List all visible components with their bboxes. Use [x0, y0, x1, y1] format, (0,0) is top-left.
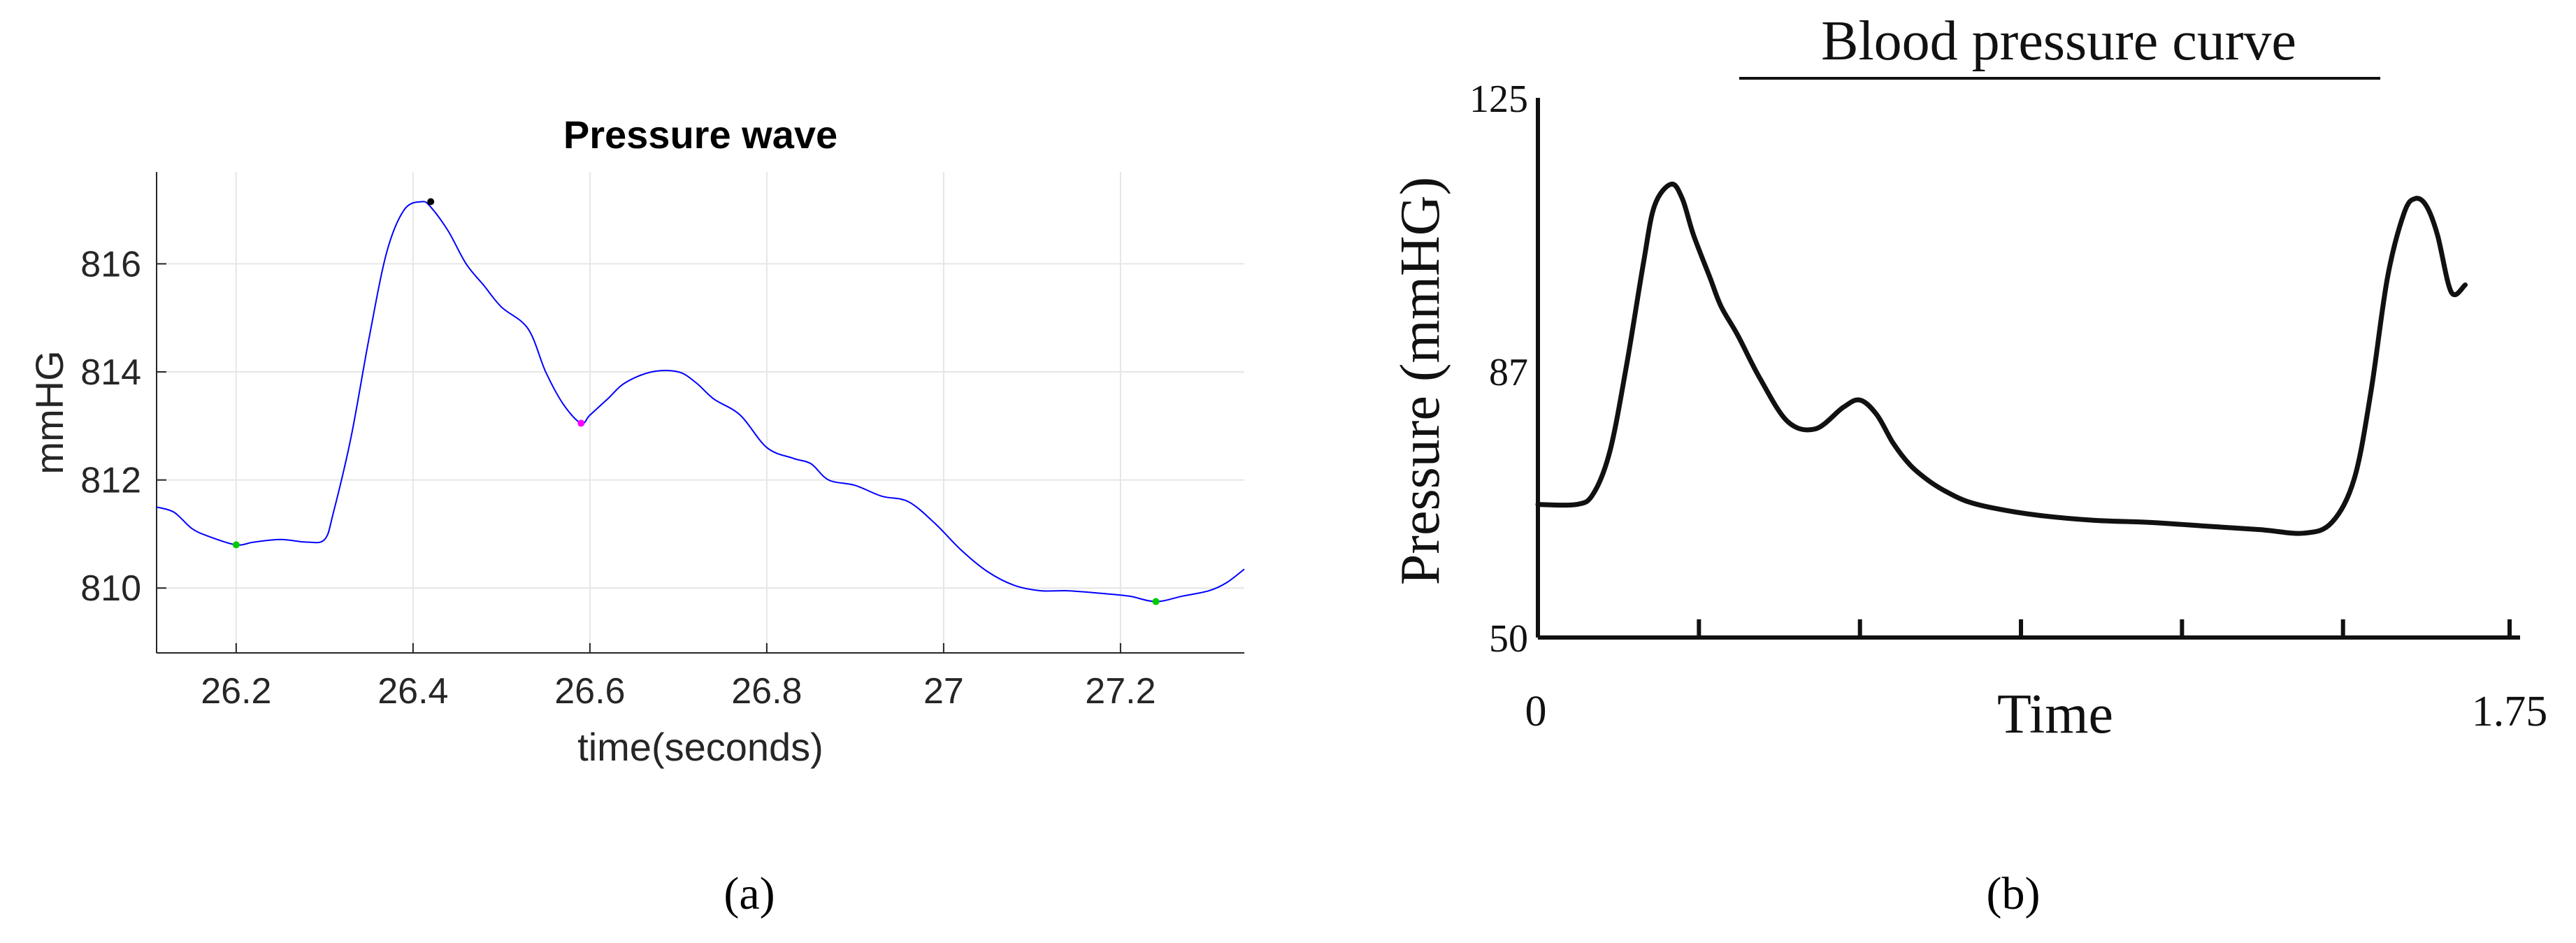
panel-b-x-axis-label: Time	[1997, 684, 2113, 745]
panel-a-x-tick-label: 26.2	[201, 671, 271, 712]
caption-a: (a)	[724, 868, 775, 919]
panel-b-y-tick-labels: 50 87 125	[1469, 78, 1528, 661]
panel-a-y-tick-label: 812	[80, 461, 141, 501]
panel-a-y-tick-label: 814	[80, 352, 141, 393]
panel-b-title: Blood pressure curve	[1821, 10, 2296, 72]
panel-a-y-tick-label: 816	[80, 244, 141, 285]
panel-a-series-line	[156, 201, 1245, 603]
panel-a-pressure-wave-chart: 26.2 26.4 26.6 26.8 27 27.2 810 812 814 816 Pres…	[27, 113, 1245, 769]
panel-b-blood-pressure-chart: Blood pressure curve 50 87 125 0 1.75 Time…	[1390, 10, 2547, 745]
panel-b-y-tick-label: 125	[1469, 78, 1528, 121]
panel-a-y-tick-label: 810	[80, 568, 141, 609]
panel-a-x-tick-label: 26.6	[554, 671, 625, 712]
caption-b: (b)	[1987, 868, 2041, 919]
panel-b-series-line	[1535, 181, 2468, 536]
panel-b-x-tick-label-start: 0	[1525, 688, 1547, 735]
panel-b-minor-x-ticks	[1697, 619, 2512, 638]
panel-a-x-tick-label: 27.2	[1085, 671, 1156, 712]
panel-a-marker-point	[577, 419, 585, 427]
panel-a-plot-background	[157, 172, 1244, 653]
panel-a-title: Pressure wave	[563, 113, 837, 157]
panel-a-x-tick-label: 26.4	[377, 671, 448, 712]
panel-b-y-axis-label: Pressure (mmHG)	[1390, 177, 1451, 585]
panel-a-markers	[232, 198, 1160, 605]
panel-b-y-tick-label: 87	[1489, 351, 1528, 394]
panel-a-x-tick-label: 26.8	[731, 671, 802, 712]
panel-a-x-tick-label: 27	[923, 671, 964, 712]
panel-a-marker-point	[427, 198, 435, 206]
panel-a-x-axis-label: time(seconds)	[577, 725, 823, 769]
panel-a-grid	[157, 172, 1244, 653]
panel-a-marker-point	[232, 541, 240, 549]
panel-a-axes	[156, 172, 1244, 654]
panel-b-y-tick-label: 50	[1489, 617, 1528, 661]
panel-a-marker-point	[1152, 598, 1160, 605]
panel-b-x-tick-label-end: 1.75	[2472, 688, 2548, 735]
panel-a-x-ticks: 26.2 26.4 26.6 26.8 27 27.2	[201, 643, 1156, 712]
panel-a-y-axis-label: mmHG	[27, 350, 71, 474]
panel-a-y-ticks: 810 812 814 816	[80, 244, 166, 609]
